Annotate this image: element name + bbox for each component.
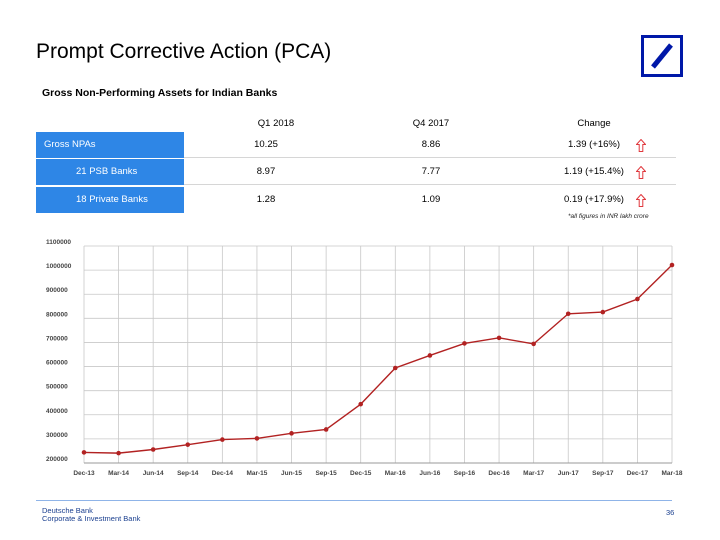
data-point [669, 262, 675, 268]
x-tick-label: Mar-16 [385, 470, 406, 477]
data-point [81, 450, 87, 455]
column-header-change: Change [577, 118, 611, 129]
row-label: 18 Private Banks [36, 187, 184, 213]
y-tick-label: 700000 [46, 335, 68, 342]
y-tick-label: 900000 [46, 287, 68, 294]
y-tick-label: 200000 [46, 456, 68, 463]
footer-divider [36, 500, 672, 501]
x-tick-label: Dec-13 [73, 470, 95, 477]
column-header-q4-2017: Q4 2017 [412, 118, 450, 129]
x-tick-label: Mar-14 [108, 470, 129, 477]
x-tick-label: Dec-16 [488, 470, 510, 477]
up-arrow-icon [636, 166, 646, 179]
cell-q1-2018: 10.25 [254, 139, 278, 150]
cell-q4-2017: 1.09 [421, 194, 441, 205]
up-arrow-icon [636, 139, 646, 152]
deutsche-bank-logo-icon [641, 35, 683, 77]
table-row-psb-banks: 21 PSB Banks 8.97 7.77 1.19 (+15.4%) [36, 159, 676, 185]
x-tick-label: Jun-16 [419, 470, 440, 477]
x-tick-label: Mar-15 [246, 470, 267, 477]
table-row-gross-npas: Gross NPAs 10.25 8.86 1.39 (+16%) [36, 132, 676, 158]
section-subtitle: Gross Non-Performing Assets for Indian B… [42, 87, 278, 99]
y-tick-label: 1000000 [46, 263, 72, 270]
cell-change: 0.19 (+17.9%) [564, 194, 624, 205]
data-point [600, 309, 606, 315]
y-tick-label: 600000 [46, 360, 68, 367]
row-label: 21 PSB Banks [36, 159, 184, 185]
data-point [392, 365, 398, 371]
series-line [83, 264, 673, 454]
footer-brand-division: Corporate & Investment Bank [42, 514, 141, 523]
cell-change: 1.19 (+15.4%) [564, 166, 624, 177]
npa-line-chart: 200000 300000 400000 500000 600000 700000 8000… [46, 239, 683, 477]
row-divider [184, 184, 676, 185]
data-point [116, 450, 121, 456]
units-note: *all figures in INR lakh crore [568, 213, 649, 220]
data-point [254, 436, 260, 441]
cell-change: 1.39 (+16%) [567, 139, 621, 150]
y-tick-label: 500000 [46, 384, 68, 391]
data-point [565, 311, 571, 317]
data-point [496, 335, 502, 341]
x-tick-label: Mar-18 [662, 470, 683, 477]
x-tick-label: Dec-17 [627, 470, 649, 477]
data-point [462, 341, 467, 346]
footer-brand-name: Deutsche Bank [42, 506, 93, 515]
x-tick-label: Sep-16 [454, 470, 476, 477]
y-tick-label: 400000 [46, 408, 68, 415]
x-tick-label: Jun-17 [558, 470, 579, 477]
y-tick-label: 800000 [46, 311, 68, 318]
data-point [531, 341, 536, 347]
data-point [220, 437, 225, 442]
data-point [185, 442, 191, 447]
data-point [323, 427, 329, 432]
row-divider [184, 157, 676, 158]
column-header-q1-2018: Q1 2018 [257, 118, 295, 129]
x-tick-label: Dec-14 [212, 470, 234, 477]
x-tick-label: Mar-17 [523, 470, 544, 477]
table-row-private-banks: 18 Private Banks 1.28 1.09 0.19 (+17.9%) [36, 187, 676, 213]
x-tick-label: Jun-15 [281, 470, 302, 477]
x-tick-label: Dec-15 [350, 470, 372, 477]
cell-q1-2018: 1.28 [256, 194, 276, 205]
up-arrow-icon [636, 194, 646, 207]
row-label: Gross NPAs [36, 132, 184, 158]
x-tick-label: Sep-14 [177, 470, 199, 477]
data-point [150, 447, 156, 452]
x-tick-label: Sep-15 [315, 470, 337, 477]
y-tick-label: 300000 [46, 432, 68, 439]
page-title: Prompt Corrective Action (PCA) [36, 40, 332, 63]
data-point [358, 401, 364, 407]
footer-brand: Deutsche Bank Corporate & Investment Ban… [42, 507, 140, 523]
cell-q1-2018: 8.97 [256, 166, 276, 177]
data-point [289, 431, 294, 436]
data-point [635, 296, 640, 302]
x-tick-label: Jun-14 [143, 470, 164, 477]
page-number: 36 [666, 508, 675, 517]
y-tick-label: 1100000 [46, 239, 71, 246]
x-tick-label: Sep-17 [592, 470, 614, 477]
cell-q4-2017: 8.86 [421, 139, 441, 150]
data-point [427, 353, 433, 358]
cell-q4-2017: 7.77 [421, 166, 441, 177]
